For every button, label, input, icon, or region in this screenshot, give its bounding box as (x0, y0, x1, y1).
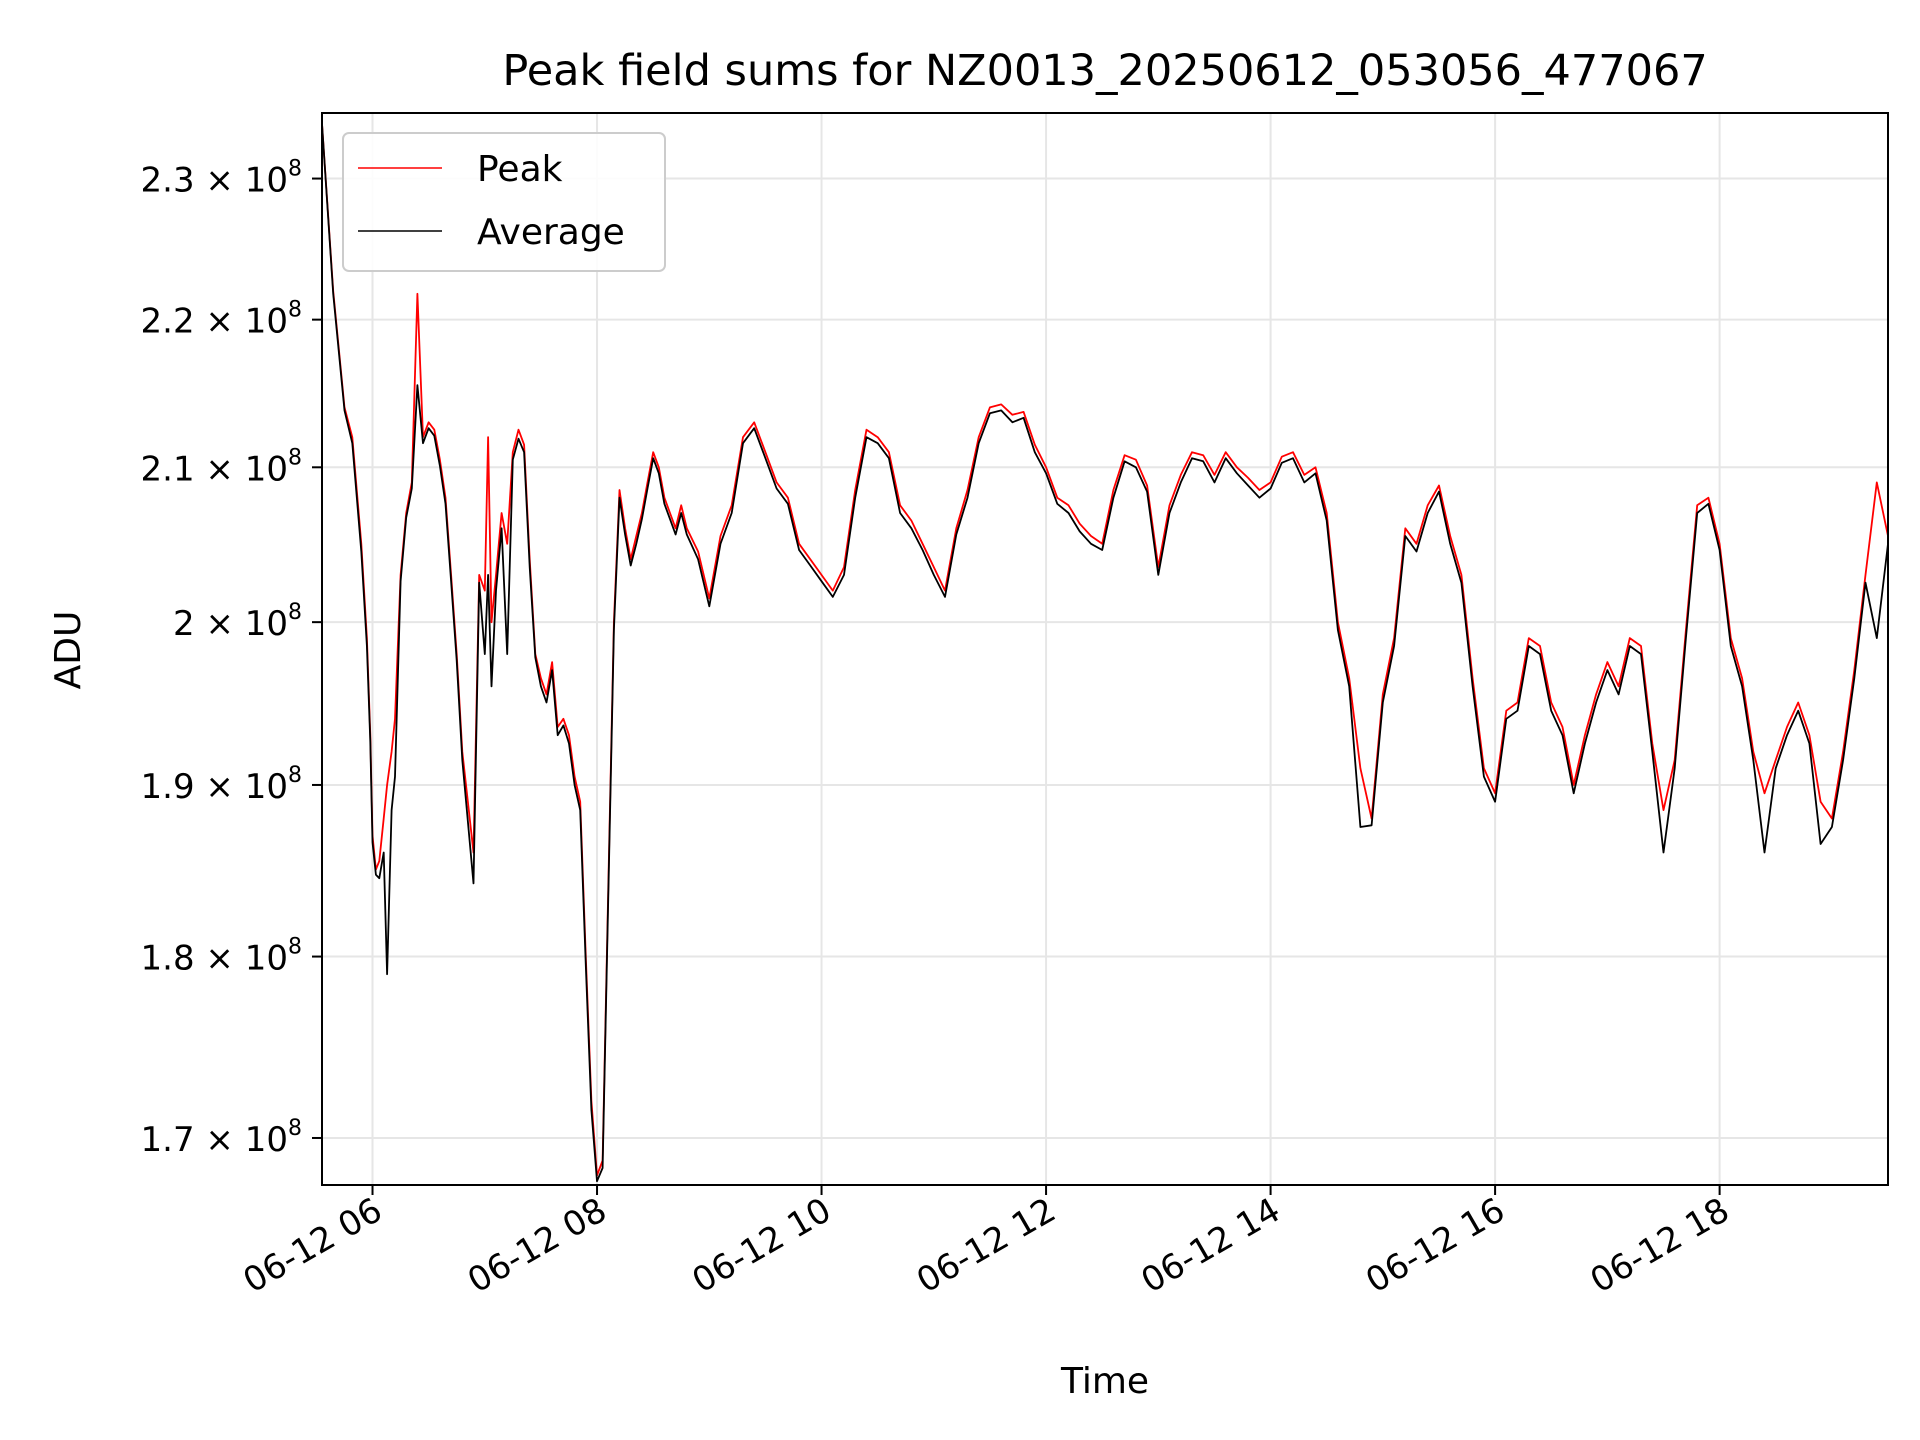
y-axis: 1.7 × 108 1.8 × 108 1.9 × 108 2 × 108 2.1 × … (141, 157, 322, 1160)
y-tick-label: 2 × 108 (173, 600, 302, 644)
y-tick-label: 1.7 × 108 (141, 1116, 302, 1160)
series-layer (322, 123, 1888, 1183)
series-line-average (322, 123, 1888, 1183)
y-tick-label: 1.8 × 108 (141, 935, 302, 979)
y-tick-label: 2.3 × 108 (141, 157, 302, 201)
legend-label-peak: Peak (477, 149, 563, 190)
x-axis-label: Time (1060, 1361, 1149, 1402)
y-tick-label: 2.1 × 108 (141, 445, 302, 489)
grid (322, 113, 1888, 1185)
plot-frame (321, 112, 1889, 1186)
y-axis-label: ADU (48, 611, 89, 690)
y-tick-label: 1.9 × 108 (141, 763, 302, 807)
chart-title: Peak field sums for NZ0013_20250612_0530… (502, 46, 1707, 96)
series-line-peak (322, 123, 1888, 1177)
legend-label-average: Average (477, 212, 625, 253)
legend: Peak Average (342, 132, 666, 272)
y-tick-label: 2.2 × 108 (141, 298, 302, 342)
